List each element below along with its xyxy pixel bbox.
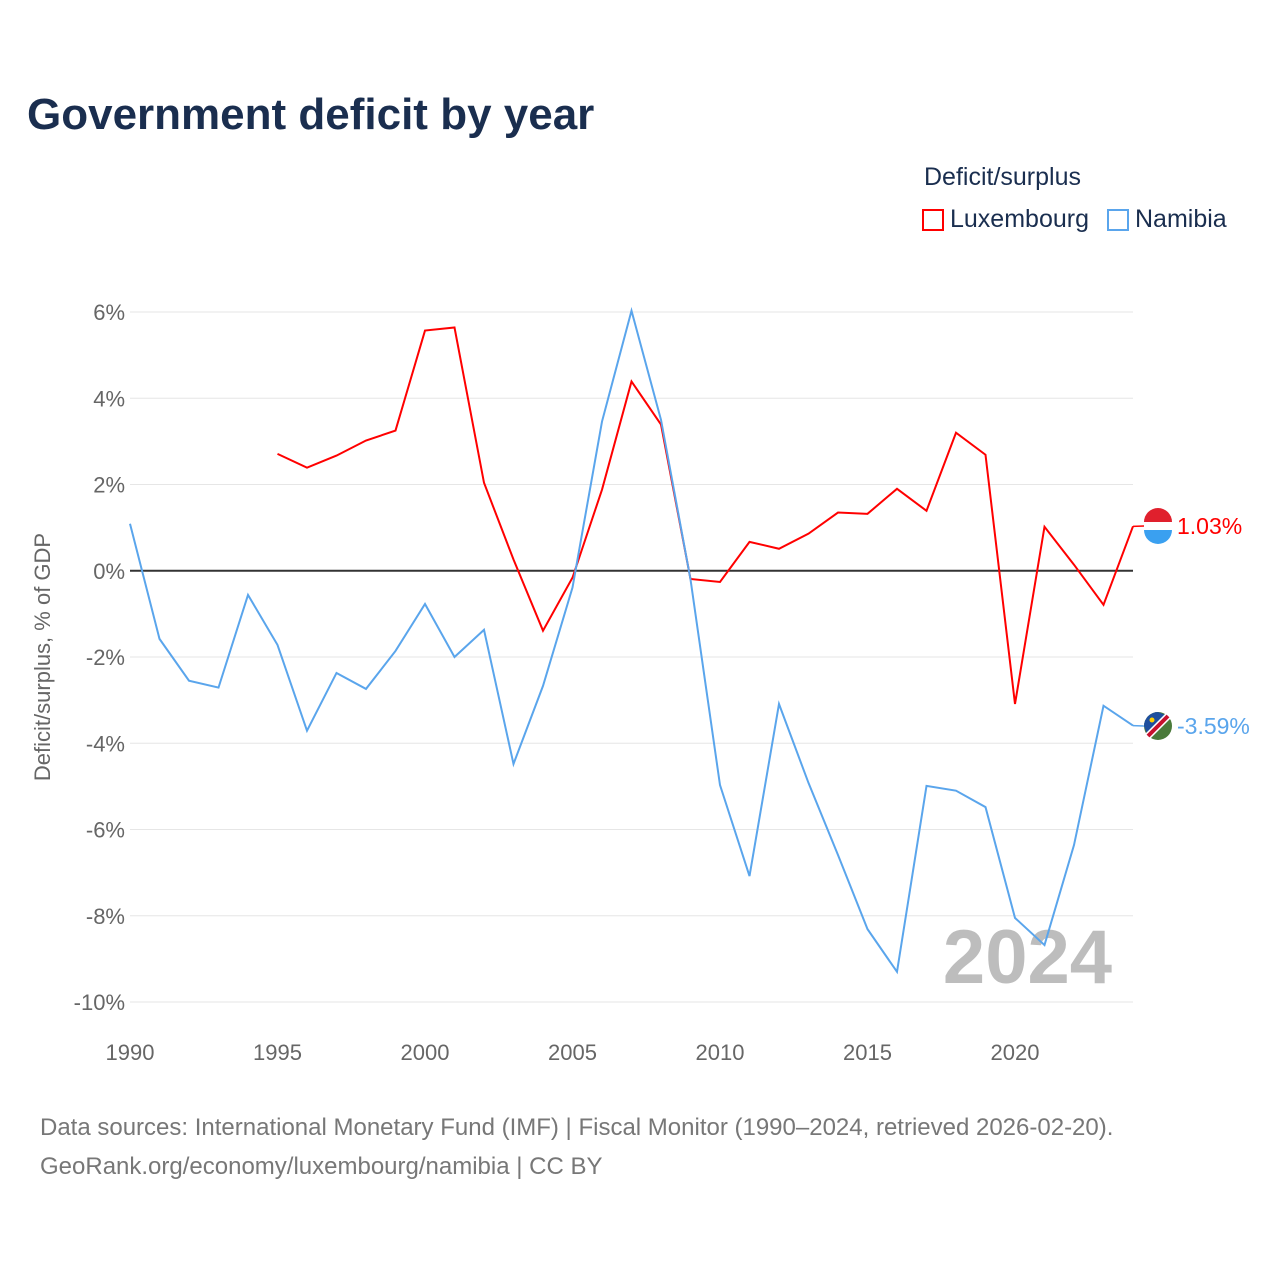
flag-band-red: [1146, 714, 1170, 738]
y-tick-label: -6%: [86, 818, 125, 843]
source-note: Data sources: International Monetary Fun…: [40, 1114, 1114, 1141]
chart-title: Government deficit by year: [27, 90, 595, 139]
series-line-namibia: [129, 306, 1134, 975]
y-axis-label: Deficit/surplus, % of GDP: [30, 533, 55, 781]
y-tick-label: -2%: [86, 645, 125, 670]
flag-stripe-blue: [1144, 530, 1172, 544]
x-tick-label: 1990: [106, 1040, 155, 1065]
legend-label: Luxembourg: [950, 205, 1089, 233]
legend-title: Deficit/surplus: [924, 163, 1081, 191]
y-tick-label: -10%: [74, 990, 125, 1015]
y-tick-label: 2%: [93, 473, 125, 498]
legend-item-luxembourg[interactable]: Luxembourg: [922, 205, 1089, 234]
source-link[interactable]: GeoRank.org/economy/luxembourg/namibia |…: [40, 1153, 603, 1180]
legend-swatch-luxembourg: [922, 208, 944, 231]
legend-swatch-namibia: [1106, 208, 1129, 231]
flag-stripe-red: [1144, 508, 1172, 522]
y-tick-label: 4%: [93, 386, 125, 411]
legend: Luxembourg Namibia: [922, 205, 1227, 234]
footer: Data sources: International Monetary Fun…: [40, 1108, 1113, 1186]
y-tick-label: 6%: [93, 300, 125, 325]
series-line-luxembourg: [277, 326, 1134, 705]
end-value-label: 1.03%: [1177, 513, 1242, 539]
y-tick-label: -8%: [86, 904, 125, 929]
x-tick-label: 2000: [401, 1040, 450, 1065]
year-watermark: 2024: [943, 915, 1112, 1000]
legend-label: Namibia: [1134, 205, 1227, 233]
x-tick-label: 2020: [991, 1040, 1040, 1065]
x-tick-label: 2015: [843, 1040, 892, 1065]
x-tick-label: 2010: [696, 1040, 745, 1065]
x-tick-label: 1995: [253, 1040, 302, 1065]
y-tick-label: -4%: [86, 731, 125, 756]
flag-sun: [1149, 717, 1155, 723]
end-value-label: -3.59%: [1177, 713, 1250, 739]
x-tick-label: 2005: [548, 1040, 597, 1065]
y-tick-label: 0%: [93, 559, 125, 584]
legend-item-namibia[interactable]: Namibia: [1106, 205, 1227, 234]
